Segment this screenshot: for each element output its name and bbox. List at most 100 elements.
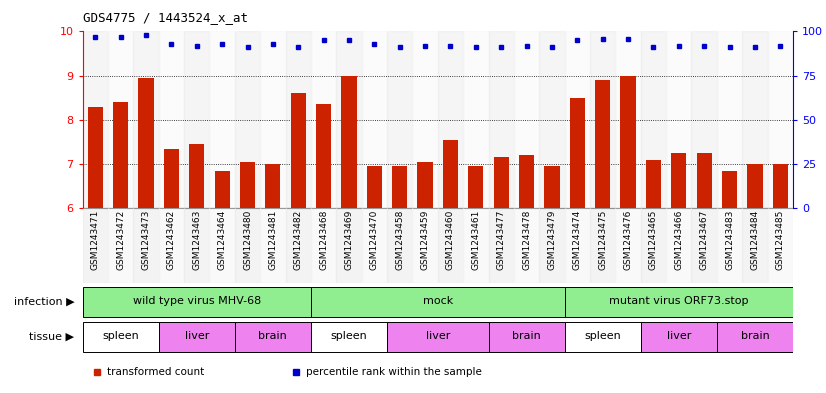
Bar (341, 75, 357, 208)
Text: GSM1243485: GSM1243485 (776, 210, 785, 270)
Bar (235, 31, 260, 208)
Text: GSM1243481: GSM1243481 (268, 210, 278, 270)
Bar (235, 208, 260, 283)
Bar (641, 322, 717, 352)
Bar (590, 208, 615, 283)
Bar (83, 208, 108, 283)
Bar (387, 208, 412, 283)
Bar (311, 286, 565, 317)
Bar (620, 75, 636, 208)
Text: transformed count: transformed count (107, 367, 205, 377)
Text: GSM1243467: GSM1243467 (700, 210, 709, 270)
Bar (412, 31, 438, 208)
Bar (367, 166, 382, 208)
Text: GSM1243466: GSM1243466 (674, 210, 683, 270)
Bar (565, 322, 641, 352)
Bar (316, 105, 331, 208)
Bar (139, 78, 154, 208)
Text: GSM1243463: GSM1243463 (192, 210, 202, 270)
Text: GSM1243484: GSM1243484 (750, 210, 759, 270)
Bar (240, 162, 255, 208)
Bar (113, 102, 128, 208)
Bar (590, 31, 615, 208)
Bar (311, 208, 336, 283)
Bar (215, 171, 230, 208)
Bar (184, 208, 210, 283)
Text: brain: brain (512, 331, 541, 342)
Bar (767, 31, 793, 208)
Bar (641, 208, 666, 283)
Bar (722, 171, 737, 208)
Text: brain: brain (741, 331, 769, 342)
Bar (133, 31, 159, 208)
Bar (88, 107, 103, 208)
Text: brain: brain (259, 331, 287, 342)
Bar (666, 208, 691, 283)
Bar (286, 208, 311, 283)
Bar (108, 208, 133, 283)
Bar (468, 166, 483, 208)
Bar (672, 153, 686, 208)
Bar (387, 322, 488, 352)
Text: percentile rank within the sample: percentile rank within the sample (306, 367, 482, 377)
Text: GSM1243477: GSM1243477 (496, 210, 506, 270)
Bar (463, 31, 488, 208)
Text: GSM1243475: GSM1243475 (598, 210, 607, 270)
Bar (291, 94, 306, 208)
Bar (438, 31, 463, 208)
Bar (544, 166, 559, 208)
Bar (748, 164, 762, 208)
Bar (417, 162, 433, 208)
Bar (488, 322, 565, 352)
Bar (539, 31, 565, 208)
Bar (438, 208, 463, 283)
Bar (641, 31, 666, 208)
Bar (488, 31, 514, 208)
Text: GDS4775 / 1443524_x_at: GDS4775 / 1443524_x_at (83, 11, 248, 24)
Bar (772, 164, 788, 208)
Text: GSM1243459: GSM1243459 (420, 210, 430, 270)
Text: wild type virus MHV-68: wild type virus MHV-68 (133, 296, 261, 306)
Bar (615, 208, 641, 283)
Bar (159, 322, 235, 352)
Text: infection ▶: infection ▶ (14, 297, 74, 307)
Bar (615, 31, 641, 208)
Bar (570, 98, 585, 208)
Bar (488, 208, 514, 283)
Text: GSM1243478: GSM1243478 (522, 210, 531, 270)
Bar (514, 208, 539, 283)
Bar (311, 322, 387, 352)
Text: GSM1243465: GSM1243465 (649, 210, 658, 270)
Text: GSM1243458: GSM1243458 (395, 210, 404, 270)
Bar (565, 31, 590, 208)
Bar (336, 31, 362, 208)
Bar (717, 208, 743, 283)
Bar (743, 208, 767, 283)
Bar (83, 286, 311, 317)
Text: GSM1243468: GSM1243468 (319, 210, 328, 270)
Text: GSM1243479: GSM1243479 (548, 210, 557, 270)
Bar (260, 208, 286, 283)
Bar (108, 31, 133, 208)
Bar (595, 80, 610, 208)
Bar (519, 155, 534, 208)
Bar (159, 31, 184, 208)
Text: GSM1243473: GSM1243473 (141, 210, 150, 270)
Bar (210, 31, 235, 208)
Bar (514, 31, 539, 208)
Bar (691, 31, 717, 208)
Text: GSM1243470: GSM1243470 (370, 210, 379, 270)
Bar (362, 208, 387, 283)
Bar (286, 31, 311, 208)
Text: GSM1243482: GSM1243482 (294, 210, 303, 270)
Text: GSM1243483: GSM1243483 (725, 210, 734, 270)
Text: liver: liver (667, 331, 691, 342)
Bar (260, 31, 286, 208)
Text: GSM1243469: GSM1243469 (344, 210, 354, 270)
Text: mock: mock (423, 296, 453, 306)
Text: spleen: spleen (584, 331, 621, 342)
Bar (539, 208, 565, 283)
Bar (717, 31, 743, 208)
Bar (133, 208, 159, 283)
Bar (666, 31, 691, 208)
